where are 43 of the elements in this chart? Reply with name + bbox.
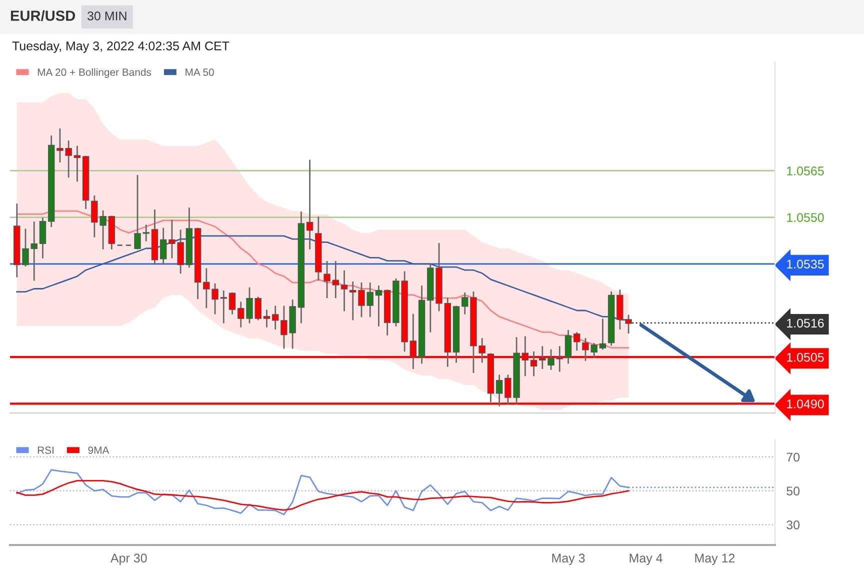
candlestick [30,222,38,281]
legend-label: MA 50 [186,68,214,76]
y-tick-label: 50 [786,486,800,496]
text: 30 MIN [87,12,126,20]
candlestick [74,146,81,182]
candlestick [142,224,150,242]
legend-label: 9MA [88,446,110,454]
legend-label: MA 20 + Bollinger Bands [38,68,152,78]
candlestick [238,302,244,328]
candlestick [160,228,167,265]
y-tick-label: 30 [786,520,800,530]
candlestick [573,332,580,351]
candlestick [375,286,382,326]
candlestick [564,330,572,364]
line-series [16,480,630,511]
candlestick [462,292,468,314]
y-tick-label: 1.0516 [787,318,824,328]
chart-subtitle: Tuesday, May 3, 2022 4:02:35 AM CET [12,41,230,53]
y-tick-label: 1.0550 [787,213,824,222]
candlestick [39,218,46,258]
y-tick-label: 1.0505 [787,352,824,362]
candlestick [324,261,330,298]
y-tick-label: 70 [786,452,800,462]
candlestick [340,270,348,312]
chart-title: EUR/USD [10,10,76,22]
candlestick [332,261,340,298]
y-tick-label: 1.0535 [787,260,824,269]
candlestick [134,174,141,250]
candlestick [306,160,314,250]
candlestick [350,282,356,320]
candlestick [220,290,228,324]
y-tick-label: 1.0565 [787,166,824,176]
candlestick [496,374,503,406]
x-tick-label: Apr 30 [110,554,147,565]
legend-label: RSI [38,446,54,454]
candlestick [263,310,270,328]
candlestick [599,318,606,350]
x-tick-label: May 12 [695,554,735,565]
candlestick [272,306,279,330]
y-tick-label: 1.0490 [787,399,824,408]
x-tick-label: May 4 [630,554,662,565]
x-tick-label: May 3 [552,554,585,565]
candlestick [228,292,236,314]
